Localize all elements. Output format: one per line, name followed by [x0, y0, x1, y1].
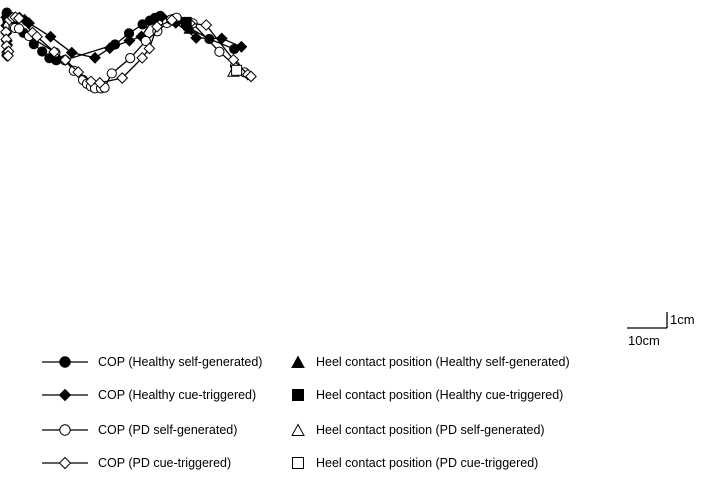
legend-entry-heel-healthy-self: Heel contact position (Healthy self-gene…	[291, 355, 570, 369]
legend-marker-triangle	[291, 423, 305, 436]
data-point	[235, 40, 248, 53]
plot-area	[0, 7, 257, 94]
data-point	[165, 14, 178, 27]
legend-entry-heel-pd-self: Heel contact position (PD self-generated…	[291, 423, 545, 437]
series-cop-pd-cue	[0, 11, 257, 89]
heel-contact-marker	[183, 21, 197, 34]
legend-marker-circle	[59, 356, 71, 368]
legend-label-heel-pd-self: Heel contact position (PD self-generated…	[316, 423, 545, 437]
scale-bar-vertical-label: 1cm	[670, 312, 695, 327]
legend-marker-circle	[59, 424, 71, 436]
data-point	[103, 42, 116, 55]
data-point	[13, 23, 25, 34]
legend-entry-heel-healthy-cue: Heel contact position (Healthy cue-trigg…	[292, 388, 563, 402]
data-point	[89, 51, 101, 64]
legend-entry-heel-pd-cue: Heel contact position (PD cue-triggered)	[292, 456, 538, 470]
legend-marker-square	[292, 389, 304, 401]
data-point	[93, 76, 106, 89]
legend-entry-cop-pd-self: COP (PD self-generated)	[42, 423, 237, 437]
data-point	[204, 33, 215, 45]
data-point	[151, 20, 163, 33]
data-point	[125, 53, 136, 64]
heel-contact-heel-healthy-self	[183, 21, 197, 34]
legend-marker-diamond	[58, 388, 72, 402]
data-point	[140, 35, 151, 47]
legend-label-cop-pd-self: COP (PD self-generated)	[98, 423, 237, 437]
data-point	[59, 54, 72, 66]
legend-label-heel-healthy-cue: Heel contact position (Healthy cue-trigg…	[316, 388, 563, 402]
scale-bar-horizontal-label: 10cm	[628, 333, 660, 348]
scale-bar: 1cm 10cm	[627, 312, 695, 348]
legend: COP (Healthy self-generated) COP (Health…	[42, 355, 570, 470]
heel-contact-marker	[231, 64, 243, 76]
data-point	[44, 30, 57, 43]
data-point	[106, 68, 117, 79]
data-point	[31, 30, 43, 43]
heel-contact-heel-healthy-cue	[180, 16, 192, 28]
legend-marker-diamond	[58, 456, 72, 470]
legend-entry-cop-healthy-self: COP (Healthy self-generated)	[42, 355, 262, 369]
data-point	[245, 70, 257, 83]
legend-label-heel-pd-cue: Heel contact position (PD cue-triggered)	[316, 456, 538, 470]
data-point	[37, 46, 48, 57]
data-point	[123, 34, 136, 47]
data-point	[214, 46, 225, 57]
data-point	[147, 12, 160, 25]
legend-label-cop-healthy-self: COP (Healthy self-generated)	[98, 355, 262, 369]
data-point	[65, 46, 78, 59]
data-point	[2, 49, 14, 62]
data-point	[200, 19, 213, 31]
legend-entry-cop-healthy-cue: COP (Healthy cue-triggered)	[42, 388, 256, 402]
legend-label-cop-healthy-cue: COP (Healthy cue-triggered)	[98, 388, 256, 402]
data-point	[143, 42, 156, 55]
data-point	[190, 32, 203, 44]
data-point	[85, 75, 97, 88]
legend-marker-triangle	[291, 355, 305, 368]
legend-label-cop-pd-cue: COP (PD cue-triggered)	[98, 456, 231, 470]
data-point	[72, 66, 85, 78]
legend-entry-cop-pd-cue: COP (PD cue-triggered)	[42, 456, 231, 470]
legend-marker-square	[292, 457, 304, 469]
legend-label-heel-healthy-self: Heel contact position (Healthy self-gene…	[316, 355, 570, 369]
data-point	[136, 51, 149, 64]
heel-contact-marker	[180, 16, 192, 28]
data-point	[116, 72, 129, 84]
heel-contact-heel-pd-cue	[231, 64, 243, 76]
data-point	[13, 12, 25, 25]
data-point	[48, 45, 61, 58]
